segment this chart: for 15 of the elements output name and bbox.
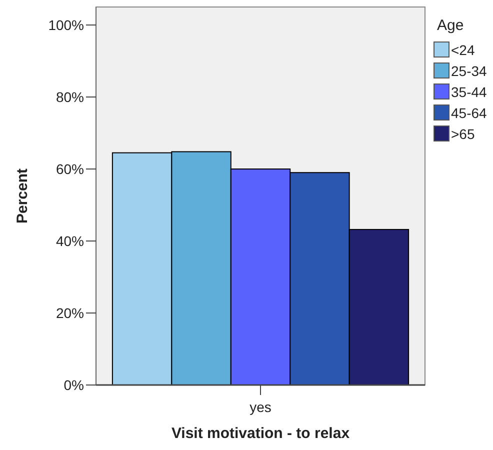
legend-label: 25-34 [451, 62, 488, 79]
y-axis-title: Percent [14, 168, 31, 224]
legend-label: 35-44 [451, 84, 488, 100]
x-tick-label: yes [250, 399, 272, 415]
legend-title: Age [437, 17, 464, 34]
y-tick-label: 40% [56, 232, 84, 249]
y-tick-label: 60% [56, 160, 84, 177]
legend-label: >65 [451, 126, 475, 142]
y-tick-label: 100% [48, 16, 84, 33]
y-tick-label: 0% [64, 376, 84, 393]
y-tick-label: 20% [56, 304, 84, 321]
legend-label: 45-64 [451, 104, 488, 121]
y-tick-label: 80% [56, 88, 84, 105]
x-axis-title: Visit motivation - to relax [171, 425, 350, 442]
legend-label: <24 [451, 42, 475, 58]
